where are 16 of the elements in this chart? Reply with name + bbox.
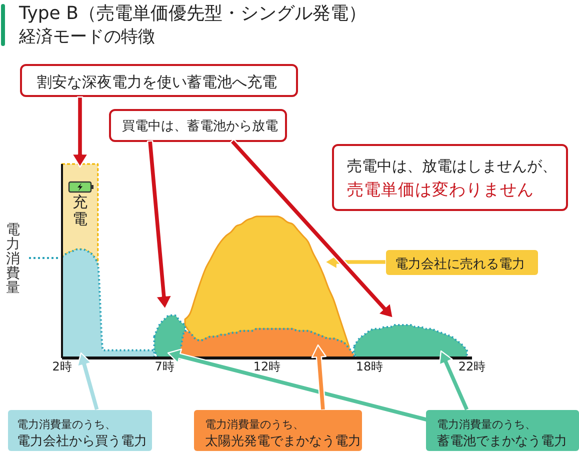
- y-axis-title: 電力消費量: [6, 222, 20, 296]
- text: 買電中は、蓄電池から放電: [122, 119, 278, 134]
- text: 電力消費量のうち、太陽光発電でまかなう電力: [205, 418, 361, 449]
- x-tick-label: 7時: [154, 360, 174, 374]
- legend-label: 電力会社に売れる電力: [395, 257, 525, 272]
- text: 割安な深夜電力を使い蓄電池へ充電: [37, 73, 277, 91]
- chart-subtitle: 経済モードの特徴: [18, 27, 155, 47]
- series-label: 充電: [72, 193, 88, 228]
- series-label: 電力消費量のうち、蓄電池でまかなう電力: [437, 418, 567, 449]
- x-tick-label: 2時: [52, 360, 72, 374]
- annotation: 売電中は、放電はしませんが、売電単価は変わりません: [347, 157, 557, 199]
- x-tick-label: 12時: [253, 360, 281, 374]
- chart-title: Type B（売電単価優先型・シングル発電）: [18, 3, 366, 24]
- x-tick-label: 22時: [458, 360, 486, 374]
- text: 電力消費量のうち、電力会社から買う電力: [17, 418, 147, 449]
- x-tick-label: 18時: [356, 360, 384, 374]
